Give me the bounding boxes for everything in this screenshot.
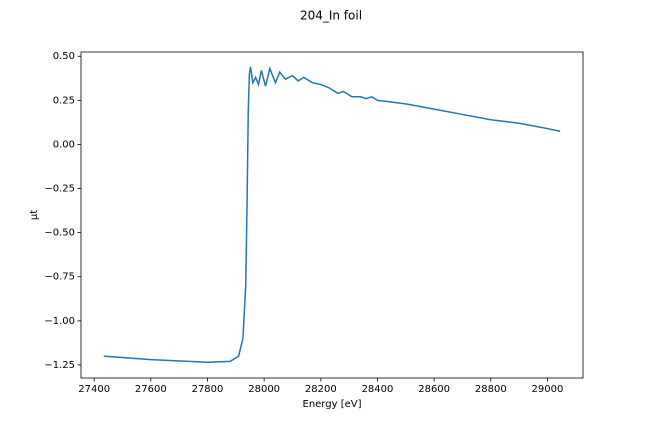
x-tick-label: 27800: [192, 384, 224, 395]
plot-frame: [80, 51, 584, 379]
y-tick-label: −0.25: [44, 184, 75, 195]
y-tick-label: 0.00: [53, 139, 75, 150]
y-tick-label: −0.75: [44, 272, 75, 283]
y-axis-label: μt: [29, 210, 40, 220]
data-line: [103, 66, 561, 364]
y-tick-label: −1.00: [44, 316, 75, 327]
x-tick-label: 28600: [418, 384, 450, 395]
y-tick-label: −1.25: [44, 360, 75, 371]
x-tick-label: 28000: [248, 384, 280, 395]
y-tick-label: 0.50: [53, 51, 75, 62]
y-tick-label: 0.25: [53, 95, 75, 106]
x-axis-label: Energy [eV]: [303, 399, 362, 410]
x-tick-label: 27400: [78, 384, 110, 395]
x-tick-label: 28400: [362, 384, 394, 395]
y-tick-label: −0.50: [44, 228, 75, 239]
x-tick-label: 29000: [532, 384, 564, 395]
chart-title: 204_In foil: [300, 9, 362, 23]
x-tick-label: 27600: [135, 384, 167, 395]
x-tick-label: 28200: [305, 384, 337, 395]
x-tick-label: 28800: [475, 384, 507, 395]
